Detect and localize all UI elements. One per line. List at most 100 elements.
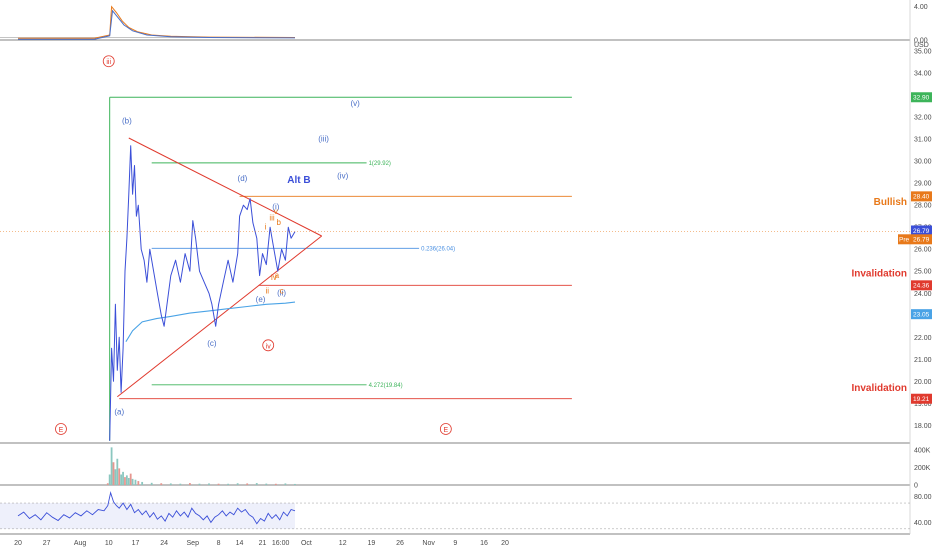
volume-bar — [114, 469, 117, 485]
volume-bar — [125, 475, 128, 485]
volume-bar — [274, 483, 277, 485]
price-tick-label: 22.00 — [914, 335, 932, 342]
x-tick-label: 21 — [259, 540, 267, 547]
wave-label: (ii) — [277, 288, 286, 297]
level-price-tag — [911, 280, 932, 291]
volume-bar — [116, 458, 119, 485]
wave-label: v — [274, 207, 278, 216]
volume-bar — [108, 474, 111, 485]
x-tick-label: Aug — [74, 540, 87, 547]
x-tick-label: 17 — [132, 540, 140, 547]
wave-label: iii — [106, 59, 111, 66]
main-price-panel[interactable]: 35.0034.0033.0032.0031.0030.0029.0028.00… — [0, 42, 932, 441]
price-tick-label: 35.00 — [914, 49, 932, 56]
price-tag-prefix — [898, 234, 911, 245]
volume-bar — [112, 462, 115, 485]
level-price-tag-text: 19.21 — [913, 396, 930, 403]
top-indicator-panel: 4.00 0.00 — [0, 4, 928, 45]
oscillator-band — [0, 503, 295, 529]
level-label: 0.236(26.04) — [421, 246, 455, 252]
volume-bar — [246, 483, 249, 485]
x-tick-label: 20 — [501, 540, 509, 547]
triangle-lower-trendline[interactable] — [117, 235, 322, 398]
wave-label-circle — [439, 423, 452, 435]
oscillator-tick-label: 40.00 — [914, 520, 932, 527]
price-tick-label: 28.00 — [914, 203, 932, 210]
wave-label: ii — [265, 286, 269, 295]
volume-tick-label: 400K — [914, 448, 931, 455]
wave-label: iv — [266, 343, 272, 350]
volume-bar — [265, 483, 268, 485]
wave-label: (i) — [272, 203, 279, 212]
volume-bar — [198, 483, 201, 485]
volume-bar — [217, 483, 220, 485]
x-tick-label: Sep — [187, 540, 200, 547]
x-tick-label: 9 — [453, 540, 457, 547]
volume-bar — [106, 483, 109, 485]
volume-bar — [208, 483, 210, 485]
price-tag-text: 26.79 — [913, 228, 930, 235]
price-tag — [911, 309, 932, 320]
wave-label: (a) — [114, 407, 124, 416]
level-price-tag-text: 28.40 — [913, 194, 930, 201]
x-tick-label: 16 — [480, 540, 488, 547]
price-tick-label: 29.00 — [914, 181, 932, 188]
wave-label: iii — [269, 214, 275, 223]
volume-bar — [169, 483, 172, 485]
price-tick-label: 18.00 — [914, 423, 932, 430]
wave-label: c — [280, 286, 284, 295]
volume-bar — [141, 481, 144, 485]
wave-label: (iii) — [318, 134, 329, 143]
x-tick-label: Nov — [422, 540, 435, 547]
volume-tick-label: 0 — [914, 483, 918, 490]
volume-bar — [110, 447, 113, 485]
price-line[interactable] — [109, 145, 296, 441]
wave-label-circle — [102, 55, 115, 68]
x-tick-label: 16:00 — [272, 540, 290, 547]
wave-count-annotation: Alt B — [287, 175, 310, 186]
volume-bar — [294, 483, 296, 485]
volume-panel: 400K 200K 0 — [106, 447, 931, 490]
price-tick-label: 25.00 — [914, 269, 932, 276]
wave-label: iv — [271, 273, 277, 282]
x-tick-label: 26 — [396, 540, 404, 547]
price-tick-label: 20.00 — [914, 379, 932, 386]
level-label: 1(29.92) — [369, 161, 391, 167]
wave-label: (v) — [350, 99, 360, 108]
price-tick-label: 26.00 — [914, 247, 932, 254]
volume-bar — [150, 482, 153, 485]
volume-bar — [160, 483, 163, 485]
price-tick-label: 24.00 — [914, 291, 932, 298]
level-price-tag — [911, 92, 932, 103]
price-tick-label: 32.00 — [914, 115, 932, 122]
level-price-tag-text: 32.90 — [913, 95, 930, 102]
volume-bar — [284, 483, 287, 485]
volume-bar — [122, 471, 124, 485]
x-tick-label: 10 — [105, 540, 113, 547]
price-tag — [911, 234, 932, 245]
currency-label: USD — [914, 42, 929, 49]
price-tag-text: 23.05 — [913, 311, 930, 318]
volume-bar — [179, 483, 182, 485]
wave-label: (iv) — [337, 172, 348, 181]
level-price-tag — [911, 191, 932, 202]
price-tag — [911, 225, 932, 236]
top-indicator-series-line — [18, 9, 296, 40]
x-tick-label: 20 — [14, 540, 22, 547]
wave-label: b — [276, 218, 281, 227]
oscillator-line — [17, 490, 296, 525]
top-indicator-tick: 0.00 — [914, 38, 928, 45]
volume-bar — [118, 468, 121, 485]
wave-label: E — [59, 427, 64, 434]
price-tick-label: 19.00 — [914, 401, 932, 408]
level-annotation: Invalidation — [851, 269, 907, 280]
level-label: 4.272(19.84) — [369, 383, 403, 389]
price-tick-label: 31.00 — [914, 137, 932, 144]
price-tag-prefix-text: Pre — [899, 237, 910, 244]
volume-bar — [227, 483, 229, 485]
level-price-tag-text: 24.36 — [913, 283, 930, 290]
volume-bar — [131, 478, 134, 485]
volume-bar — [189, 483, 191, 485]
triangle-upper-trendline[interactable] — [128, 137, 322, 237]
